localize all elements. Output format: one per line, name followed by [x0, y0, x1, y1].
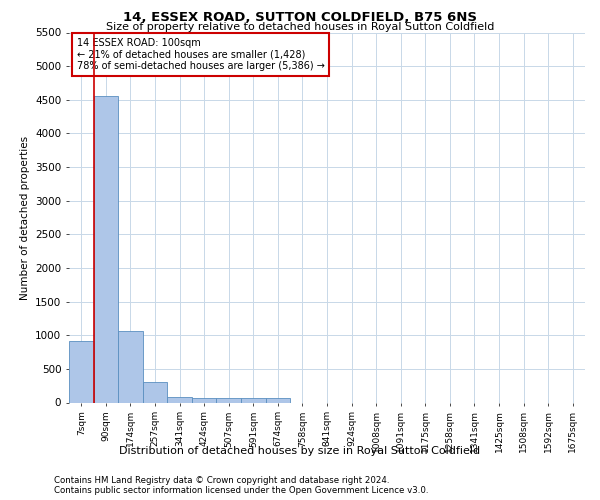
Bar: [241, 398, 266, 402]
Bar: [192, 398, 217, 402]
Text: Contains HM Land Registry data © Crown copyright and database right 2024.: Contains HM Land Registry data © Crown c…: [54, 476, 389, 485]
Text: Distribution of detached houses by size in Royal Sutton Coldfield: Distribution of detached houses by size …: [119, 446, 481, 456]
Text: 14 ESSEX ROAD: 100sqm
← 21% of detached houses are smaller (1,428)
78% of semi-d: 14 ESSEX ROAD: 100sqm ← 21% of detached …: [77, 38, 325, 71]
Bar: [69, 340, 94, 402]
Bar: [143, 382, 167, 402]
Bar: [94, 96, 118, 403]
Bar: [217, 398, 241, 402]
Text: 14, ESSEX ROAD, SUTTON COLDFIELD, B75 6NS: 14, ESSEX ROAD, SUTTON COLDFIELD, B75 6N…: [123, 11, 477, 24]
Bar: [118, 331, 143, 402]
Bar: [266, 398, 290, 402]
Text: Contains public sector information licensed under the Open Government Licence v3: Contains public sector information licen…: [54, 486, 428, 495]
Text: Size of property relative to detached houses in Royal Sutton Coldfield: Size of property relative to detached ho…: [106, 22, 494, 32]
Bar: [167, 397, 192, 402]
Y-axis label: Number of detached properties: Number of detached properties: [20, 136, 29, 300]
